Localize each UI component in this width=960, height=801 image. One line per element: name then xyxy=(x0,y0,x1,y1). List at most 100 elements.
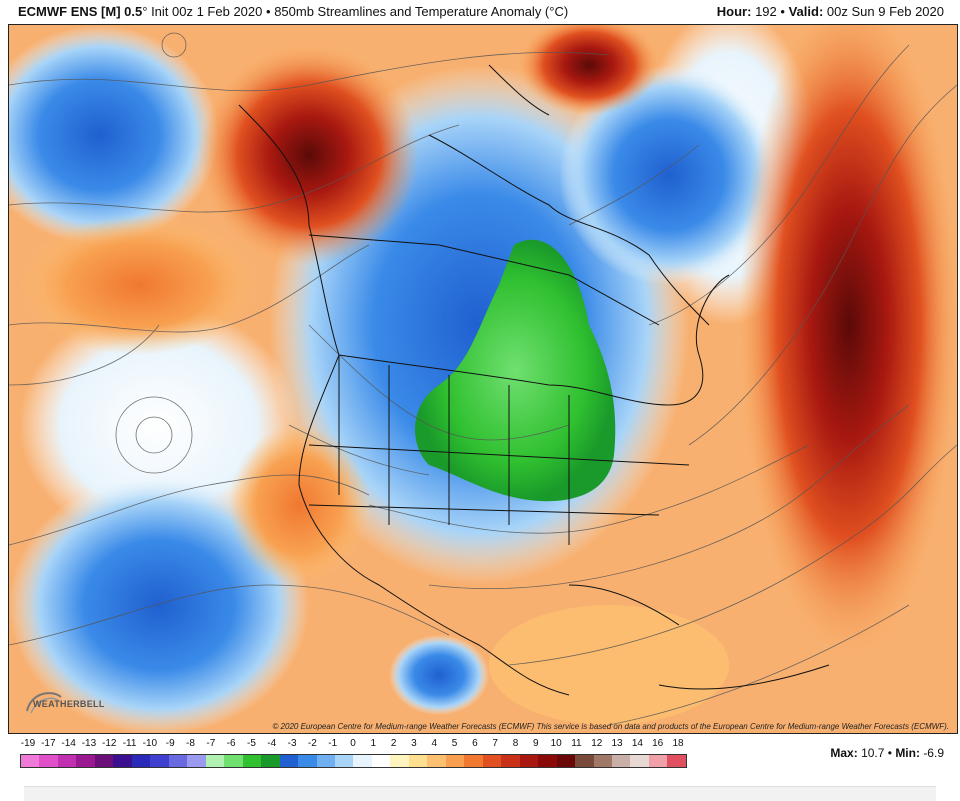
legend-tick-label: 9 xyxy=(533,738,539,749)
legend-tick-labels: -19 -17 -14 -13 -12 -11 -10 -9 -8 -7 -6 -5 -4 -3 -2 -1 0… xyxy=(20,738,690,752)
legend-tick-label: 0 xyxy=(350,738,356,749)
footer-card xyxy=(24,786,936,801)
warm-anomaly-greenland xyxy=(519,25,659,115)
legend-swatch xyxy=(316,755,335,767)
legend-tick-label: -1 xyxy=(328,738,338,749)
legend-tick-label: -13 xyxy=(81,738,97,749)
legend-swatch xyxy=(113,755,132,767)
legend-tick-label: 3 xyxy=(411,738,417,749)
legend-tick-label: -5 xyxy=(246,738,256,749)
legend-swatch xyxy=(168,755,188,767)
legend-swatch xyxy=(57,755,77,767)
map-canvas xyxy=(9,25,957,733)
legend-tick-label: -11 xyxy=(122,738,137,749)
legend-swatch xyxy=(427,755,446,767)
legend-swatch xyxy=(519,755,539,767)
legend-tick-label: 16 xyxy=(652,738,664,749)
legend-swatch xyxy=(630,755,649,767)
legend-swatch xyxy=(298,755,317,767)
cold-anomaly-mexico xyxy=(389,635,489,715)
legend-tick-label: -14 xyxy=(61,738,76,749)
legend-tick-label: 12 xyxy=(591,738,603,749)
legend-tick-label: -4 xyxy=(267,738,277,749)
legend-swatch xyxy=(39,755,58,767)
hour-value: 192 xyxy=(755,4,777,19)
legend-swatch xyxy=(76,755,95,767)
streamlines xyxy=(9,32,957,726)
legend-swatch xyxy=(667,755,686,767)
min-value: -6.9 xyxy=(923,746,944,760)
warm-area-gulf xyxy=(489,605,729,725)
legend-swatch xyxy=(205,755,225,767)
legend-swatch xyxy=(464,755,483,767)
legend-swatch xyxy=(593,755,612,767)
legend-tick-label: 13 xyxy=(611,738,623,749)
legend-swatch xyxy=(501,755,520,767)
coastlines xyxy=(238,64,830,696)
legend-tick-label: 10 xyxy=(550,738,562,749)
legend-tick-label: -19 xyxy=(20,738,36,749)
legend-tick-label: 14 xyxy=(631,738,643,749)
legend-tick-label: -6 xyxy=(226,738,236,749)
color-scale-legend: -19 -17 -14 -13 -12 -11 -10 -9 -8 -7 -6 -5 -4 -3 -2 -1 0… xyxy=(20,738,690,768)
legend-swatch xyxy=(482,755,502,767)
valid-label: Valid: xyxy=(788,4,824,19)
legend-swatch xyxy=(187,755,206,767)
legend-tick-label: -9 xyxy=(165,738,175,749)
legend-tick-label: -12 xyxy=(102,738,117,749)
legend-swatch xyxy=(279,755,299,767)
legend-tick-label: -17 xyxy=(41,738,56,749)
legend-swatch xyxy=(131,755,151,767)
copyright-notice: © 2020 European Centre for Medium-range … xyxy=(272,722,949,731)
legend-swatch xyxy=(261,755,280,767)
legend-swatch xyxy=(371,755,391,767)
legend-tick-label: 2 xyxy=(390,738,397,749)
legend-swatch xyxy=(21,755,40,767)
legend-tick-label: 8 xyxy=(512,738,519,749)
weatherbell-logo-icon xyxy=(26,692,62,714)
max-label: Max: xyxy=(830,746,858,760)
legend-color-bar xyxy=(20,754,687,768)
legend-swatch xyxy=(556,755,576,767)
warm-anomaly-southwest xyxy=(229,425,369,585)
product-title: ECMWF ENS [M] 0.5° Init 00z 1 Feb 2020 •… xyxy=(18,4,569,19)
legend-tick-label: 6 xyxy=(472,738,478,749)
warm-anomaly-gulfofalaska xyxy=(19,215,259,355)
legend-swatch xyxy=(353,755,372,767)
legend-tick-label: -7 xyxy=(206,738,216,749)
min-label: Min: xyxy=(895,746,920,760)
legend-swatch xyxy=(224,755,243,767)
product-name: 850mb Streamlines and Temperature Anomal… xyxy=(274,4,569,19)
legend-tick-label: -2 xyxy=(307,738,317,749)
min-max-stats: Max: 10.7 • Min: -6.9 xyxy=(830,746,944,760)
legend-tick-label: -10 xyxy=(142,738,158,749)
title-bar: ECMWF ENS [M] 0.5° Init 00z 1 Feb 2020 •… xyxy=(0,0,960,24)
legend-tick-label: -3 xyxy=(287,738,297,749)
legend-tick-label: 18 xyxy=(672,738,684,749)
legend-tick-label: 11 xyxy=(571,738,582,749)
legend-swatch xyxy=(334,755,354,767)
legend-tick-label: 1 xyxy=(370,738,377,749)
cold-anomaly-baffin xyxy=(559,65,779,285)
legend-swatch xyxy=(445,755,465,767)
anomaly-map[interactable]: WEATHERBELL © 2020 European Centre for M… xyxy=(8,24,958,734)
legend-swatch xyxy=(575,755,594,767)
legend-swatch xyxy=(390,755,409,767)
max-value: 10.7 xyxy=(861,746,885,760)
logo-text: WEATHERBELL xyxy=(33,699,105,709)
init-time: Init 00z 1 Feb 2020 xyxy=(151,4,263,19)
legend-swatch xyxy=(408,755,428,767)
legend-swatch xyxy=(150,755,169,767)
legend-tick-label: 5 xyxy=(451,738,458,749)
legend-swatch xyxy=(648,755,668,767)
neutral-area-pacific xyxy=(19,305,299,545)
legend-swatch xyxy=(242,755,262,767)
legend-tick-label: -8 xyxy=(186,738,195,749)
extreme-cold-core xyxy=(415,239,616,502)
valid-value: 00z Sun 9 Feb 2020 xyxy=(826,4,944,19)
forecast-time: Hour: 192 • Valid: 00z Sun 9 Feb 2020 xyxy=(716,4,944,19)
legend-swatch xyxy=(538,755,557,767)
legend-tick-label: 7 xyxy=(492,738,498,749)
legend-swatch xyxy=(94,755,114,767)
hour-label: Hour: xyxy=(716,4,752,19)
